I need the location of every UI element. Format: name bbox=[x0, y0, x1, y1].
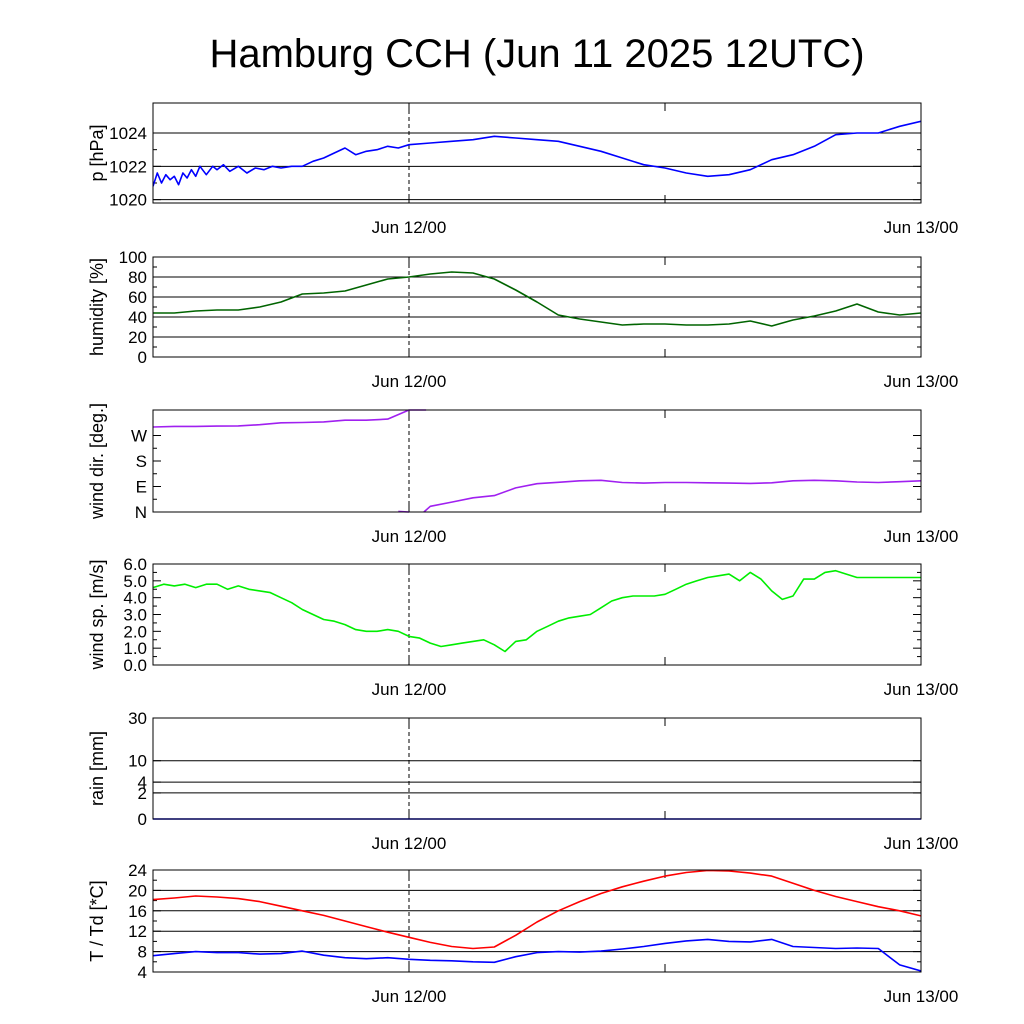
y-tick-label: E bbox=[136, 478, 147, 497]
x-tick-label: Jun 12/00 bbox=[372, 218, 447, 237]
y-axis-label: wind dir. [deg.] bbox=[87, 403, 107, 520]
panel-frame bbox=[152, 409, 922, 513]
x-tick-label: Jun 12/00 bbox=[372, 987, 447, 1006]
y-tick-label: 8 bbox=[138, 943, 147, 962]
y-tick-label: 2.0 bbox=[123, 622, 147, 641]
panel-wind_speed: 0.01.02.03.04.05.06.0 Jun 12/00 Jun 13/00 w… bbox=[87, 555, 958, 699]
y-tick-label: 4 bbox=[138, 963, 147, 982]
y-tick-label: 40 bbox=[128, 308, 147, 327]
chart-title: Hamburg CCH (Jun 11 2025 12UTC) bbox=[209, 32, 864, 76]
y-axis-label: p [hPa] bbox=[87, 124, 107, 181]
y-tick-label: 12 bbox=[128, 922, 147, 941]
y-tick-label: 0.0 bbox=[123, 656, 147, 675]
y-tick-label: 10 bbox=[128, 752, 147, 771]
x-tick-label: Jun 12/00 bbox=[372, 527, 447, 546]
y-tick-label: 1024 bbox=[109, 124, 147, 143]
x-tick-label: Jun 13/00 bbox=[884, 680, 959, 699]
panel-rain: 0 24 10 30 Jun 12/00 Jun 13/00 rain [mm] bbox=[87, 709, 958, 853]
series-line-wind_speed bbox=[153, 569, 921, 653]
y-tick-label: 60 bbox=[128, 288, 147, 307]
y-tick-label: 30 bbox=[128, 709, 147, 728]
series-line-pressure bbox=[153, 120, 921, 187]
y-tick-label: 16 bbox=[128, 902, 147, 921]
y-axis-label: humidity [%] bbox=[87, 258, 107, 356]
y-tick-label: 4 bbox=[138, 773, 147, 792]
y-tick-label: N bbox=[135, 503, 147, 522]
y-tick-label: 20 bbox=[128, 881, 147, 900]
y-tick-label: S bbox=[136, 452, 147, 471]
series-line-temperature bbox=[153, 869, 921, 950]
y-axis-label: rain [mm] bbox=[87, 731, 107, 806]
y-tick-label: 80 bbox=[128, 268, 147, 287]
y-axis-label: T / Td [*C] bbox=[87, 880, 107, 961]
y-tick-label: 1020 bbox=[109, 191, 147, 210]
y-tick-label: 2 bbox=[138, 784, 147, 803]
series-line-wind_dir bbox=[423, 479, 921, 513]
series-line-wind_dir bbox=[153, 409, 427, 428]
y-tick-label: 5.0 bbox=[123, 572, 147, 591]
y-tick-label: 4.0 bbox=[123, 589, 147, 608]
x-tick-label: Jun 13/00 bbox=[884, 834, 959, 853]
panel-frame bbox=[152, 256, 922, 358]
y-tick-label: 3.0 bbox=[123, 606, 147, 625]
y-tick-label: 0 bbox=[138, 810, 147, 829]
panel-frame bbox=[152, 869, 922, 973]
x-tick-label: Jun 12/00 bbox=[372, 680, 447, 699]
panel-frame bbox=[152, 717, 922, 820]
x-tick-label: Jun 13/00 bbox=[884, 527, 959, 546]
x-tick-label: Jun 12/00 bbox=[372, 372, 447, 391]
series-line-temperature bbox=[153, 938, 921, 972]
panel-frame bbox=[152, 102, 922, 204]
series-line-humidity bbox=[153, 271, 921, 327]
y-tick-label: 6.0 bbox=[123, 555, 147, 574]
y-tick-label: 24 bbox=[128, 861, 147, 880]
y-tick-label: W bbox=[131, 427, 147, 446]
y-tick-label: 20 bbox=[128, 328, 147, 347]
panel-frame bbox=[152, 563, 922, 666]
x-tick-label: Jun 13/00 bbox=[884, 372, 959, 391]
y-axis-label: wind sp. [m/s] bbox=[87, 559, 107, 670]
y-tick-label: 1.0 bbox=[123, 639, 147, 658]
y-tick-label: 1022 bbox=[109, 157, 147, 176]
x-tick-label: Jun 13/00 bbox=[884, 987, 959, 1006]
y-tick-label: 0 bbox=[138, 348, 147, 367]
y-tick-label: 100 bbox=[119, 248, 147, 267]
panel-pressure: 1020 1022 1024 Jun 12/00 Jun 13/00 p [hPa] bbox=[87, 102, 959, 237]
x-tick-label: Jun 13/00 bbox=[884, 218, 959, 237]
x-tick-label: Jun 12/00 bbox=[372, 834, 447, 853]
